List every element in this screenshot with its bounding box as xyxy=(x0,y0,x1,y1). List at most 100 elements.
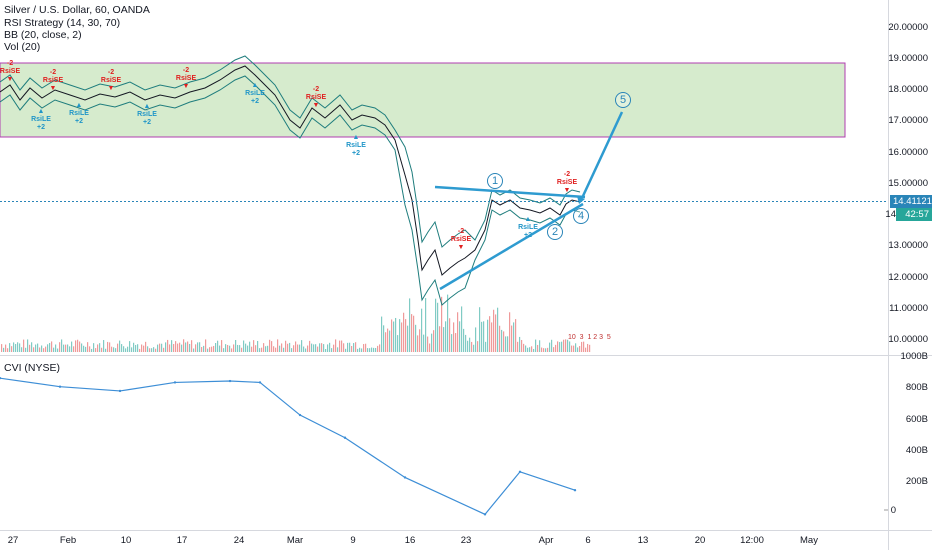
volume-bar xyxy=(527,347,529,352)
volume-bar xyxy=(189,343,191,352)
volume-bar xyxy=(41,345,43,352)
volume-bar xyxy=(347,342,349,352)
volume-bar xyxy=(301,340,303,352)
volume-bar xyxy=(149,348,151,352)
cvi-legend[interactable]: CVI (NYSE) xyxy=(4,362,61,374)
vol-legend[interactable]: Vol (20) xyxy=(4,41,41,53)
volume-bar xyxy=(439,326,441,352)
volume-bar xyxy=(391,319,393,352)
volume-bar xyxy=(557,341,559,352)
volume-bar xyxy=(107,341,109,352)
volume-bar xyxy=(193,348,195,352)
volume-bar xyxy=(319,343,321,352)
volume-bar xyxy=(77,339,79,352)
volume-bar xyxy=(101,347,103,352)
volume-bar xyxy=(447,294,449,352)
long-signal: ▲ RsiLE +2 xyxy=(518,216,538,239)
volume-bar xyxy=(535,339,537,352)
symbol-legend[interactable]: Silver / U.S. Dollar, 60, OANDA xyxy=(4,4,150,16)
volume-bar xyxy=(169,344,171,352)
volume-bar xyxy=(453,322,455,352)
volume-bar xyxy=(33,347,35,352)
cvi-point-mar-9 xyxy=(343,436,347,439)
volume-bar xyxy=(143,345,145,352)
volume-bar xyxy=(395,317,397,352)
price-tick-partial: 14 xyxy=(885,209,896,220)
volume-bar xyxy=(9,343,11,352)
volume-bar xyxy=(479,307,481,352)
price-tick: 20.00000 xyxy=(888,22,928,33)
cvi-tick: 400B xyxy=(905,445,928,456)
volume-bar xyxy=(565,339,567,352)
volume-bar xyxy=(493,309,495,352)
volume-bar xyxy=(1,344,3,352)
volume-bar xyxy=(423,334,425,352)
volume-bar xyxy=(105,348,107,352)
volume-bar xyxy=(299,344,301,352)
volume-bar xyxy=(511,325,513,352)
price-tick: 17.00000 xyxy=(888,115,928,126)
long-signal: ▲ RsiLE +2 xyxy=(137,103,157,126)
volume-bar xyxy=(325,348,327,352)
volume-bar xyxy=(533,348,535,352)
volume-bar xyxy=(163,347,165,352)
volume-bar xyxy=(563,339,565,352)
volume-bar xyxy=(519,336,521,352)
volume-bar xyxy=(199,342,201,352)
cvi-tick: 800B xyxy=(905,382,928,393)
volume-bar xyxy=(85,346,87,352)
elliott-wave-drawing[interactable] xyxy=(434,111,624,291)
triangle-bottom-line xyxy=(439,202,584,291)
volume-bars xyxy=(1,294,591,352)
volume-bar xyxy=(393,321,395,352)
volume-bar xyxy=(181,344,183,352)
volume-bar xyxy=(387,328,389,352)
price-tick: 16.00000 xyxy=(888,147,928,158)
wave-label-2[interactable]: 2 xyxy=(547,224,563,240)
bb-legend[interactable]: BB (20, close, 2) xyxy=(4,29,82,41)
volume-bar xyxy=(425,298,427,352)
volume-bar xyxy=(117,343,119,352)
volume-bar xyxy=(233,344,235,352)
bollinger-upper-band xyxy=(0,55,581,248)
volume-bar xyxy=(355,342,357,352)
volume-bar xyxy=(99,343,101,352)
cvi-point-jan-20 xyxy=(0,376,2,380)
volume-bar xyxy=(237,344,239,352)
volume-bar xyxy=(421,308,423,352)
cvi-point-feb-10 xyxy=(173,381,177,384)
time-tick: Mar xyxy=(286,535,304,546)
volume-bar xyxy=(45,346,47,352)
volume-bar xyxy=(291,348,293,352)
wave-label-1[interactable]: 1 xyxy=(487,173,503,189)
volume-bar xyxy=(367,348,369,352)
volume-bar xyxy=(135,344,137,352)
volume-bar xyxy=(281,343,283,352)
volume-bar xyxy=(89,346,91,352)
volume-bar xyxy=(575,343,577,352)
volume-bar xyxy=(209,347,211,352)
volume-bar xyxy=(277,339,279,352)
volume-bar xyxy=(463,328,465,352)
triangle-top-line xyxy=(434,185,586,199)
volume-bar xyxy=(155,348,157,352)
volume-bar xyxy=(171,340,173,352)
volume-bar xyxy=(257,340,259,352)
cvi-tick: 600B xyxy=(905,414,928,425)
volume-bar xyxy=(523,343,525,352)
volume-bar xyxy=(295,341,297,352)
volume-bar xyxy=(35,344,37,352)
time-tick: 24 xyxy=(233,535,245,546)
wave-label-5[interactable]: 5 xyxy=(615,92,631,108)
volume-bar xyxy=(79,341,81,352)
time-tick: 20 xyxy=(694,535,706,546)
volume-bar xyxy=(293,345,295,352)
volume-bar xyxy=(491,322,493,352)
events-marker[interactable]: 10 3 1 2 3 5 xyxy=(568,334,611,341)
strategy-legend[interactable]: RSI Strategy (14, 30, 70) xyxy=(4,17,121,29)
bollinger-lower-band xyxy=(0,75,581,306)
volume-bar xyxy=(589,344,591,352)
volume-bar xyxy=(413,315,415,352)
wave-label-4[interactable]: 4 xyxy=(573,208,589,224)
